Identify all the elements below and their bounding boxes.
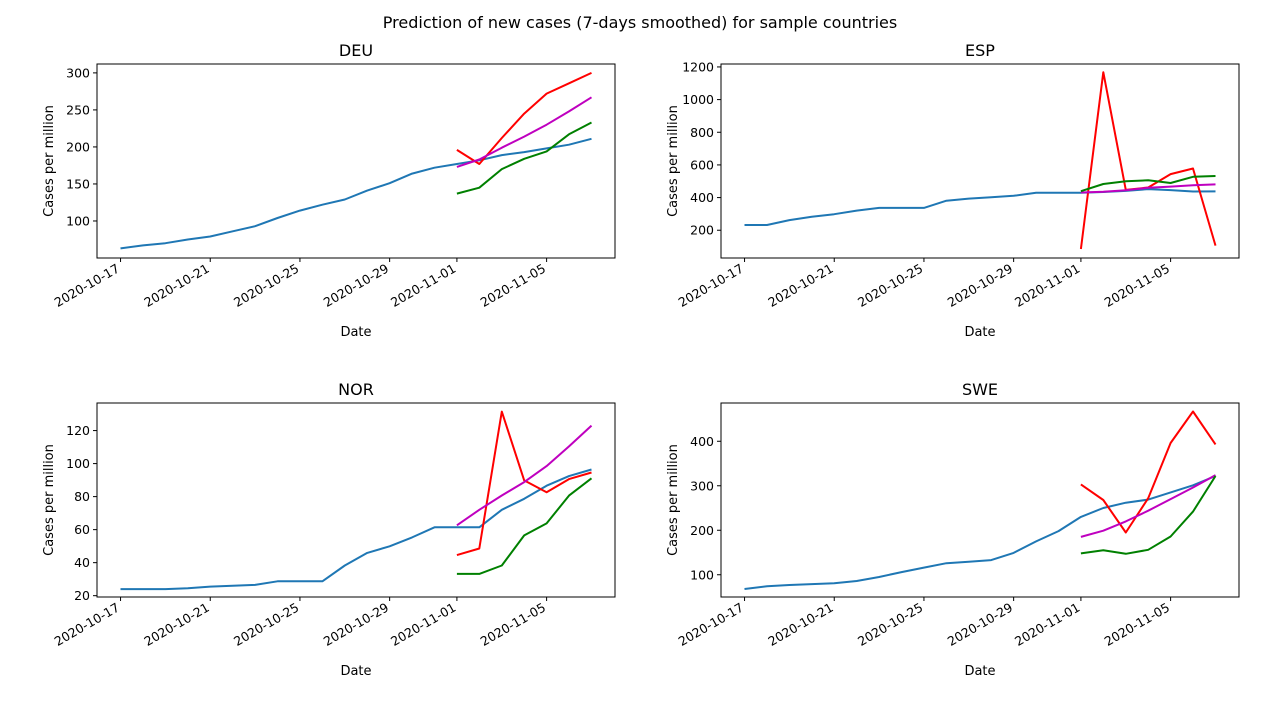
axes-frame [720, 402, 1240, 598]
y-tick-label: 300 [690, 478, 714, 493]
y-tick-label: 20 [74, 588, 90, 603]
y-axis-label: Cases per million [666, 105, 681, 217]
series-line-2 [456, 424, 593, 527]
x-axis-label: Date [340, 664, 371, 679]
y-tick-label: 100 [66, 213, 90, 228]
series-line-0 [120, 137, 592, 250]
y-tick-label: 600 [690, 157, 714, 172]
subplot-title: ESP [965, 41, 995, 60]
y-tick-label: 40 [74, 555, 90, 570]
y-axis-label: Cases per million [666, 444, 681, 556]
y-axis-label: Cases per million [42, 105, 57, 217]
x-axis-label: Date [964, 664, 995, 679]
y-tick-label: 250 [66, 102, 90, 117]
y-tick-label: 120 [66, 423, 90, 438]
series-line-1 [456, 71, 592, 165]
subplot-title: SWE [962, 380, 998, 399]
series-line-3 [456, 121, 592, 195]
y-tick-label: 800 [690, 125, 714, 140]
series-line-1 [456, 410, 592, 557]
figure-suptitle: Prediction of new cases (7-days smoothed… [383, 13, 897, 32]
y-tick-label: 400 [690, 434, 714, 449]
axes-frame [96, 402, 616, 598]
series-line-3 [1080, 475, 1217, 555]
y-tick-label: 300 [66, 65, 90, 80]
y-tick-label: 100 [690, 567, 714, 582]
series-line-2 [1080, 474, 1216, 538]
axes-frame [96, 63, 616, 259]
y-tick-label: 200 [66, 139, 90, 154]
y-tick-label: 100 [66, 456, 90, 471]
series-line-0 [120, 468, 592, 591]
series-line-2 [456, 96, 593, 168]
x-axis-label: Date [964, 325, 995, 340]
y-tick-label: 1200 [682, 59, 714, 74]
axes-frame [720, 63, 1240, 259]
y-axis-label: Cases per million [42, 444, 57, 556]
series-line-3 [456, 477, 593, 575]
y-tick-label: 150 [66, 176, 90, 191]
series-line-1 [1080, 410, 1217, 534]
series-line-2 [1080, 183, 1216, 194]
y-tick-label: 80 [74, 489, 90, 504]
y-tick-label: 200 [690, 523, 714, 538]
series-line-0 [744, 475, 1216, 590]
series-line-3 [1080, 175, 1216, 193]
y-tick-label: 60 [74, 522, 90, 537]
x-axis-label: Date [340, 325, 371, 340]
y-tick-label: 400 [690, 190, 714, 205]
y-tick-label: 1000 [682, 92, 714, 107]
subplot-title: NOR [338, 380, 374, 399]
subplot-title: DEU [339, 41, 373, 60]
y-tick-label: 200 [690, 223, 714, 238]
